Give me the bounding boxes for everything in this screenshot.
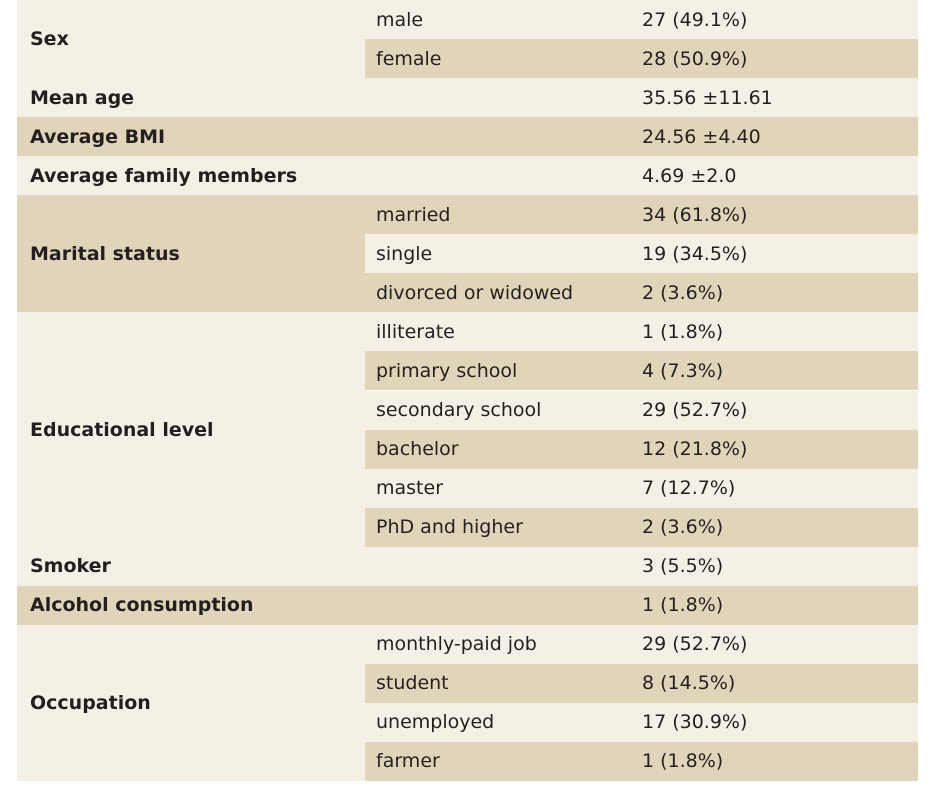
category-block: Educational level <box>17 312 365 547</box>
value-cell: 7 (12.7%) <box>642 477 736 500</box>
category-block: Sex <box>17 0 365 79</box>
value-cell: 17 (30.9%) <box>642 711 748 734</box>
value-cell: 4 (7.3%) <box>642 359 724 382</box>
subcategory-label: monthly-paid job <box>376 633 537 656</box>
category-block: Alcohol consumption <box>17 585 617 625</box>
category-block: Average family members <box>17 156 617 196</box>
subcategory-label: student <box>376 672 449 695</box>
value-cell: 35.56 ±11.61 <box>642 86 773 109</box>
category-label: Smoker <box>30 555 111 578</box>
subcategory-label: single <box>376 242 433 265</box>
value-cell: 34 (61.8%) <box>642 203 748 226</box>
category-label: Alcohol consumption <box>30 594 254 617</box>
subcategory-label: PhD and higher <box>376 516 523 539</box>
value-cell: 1 (1.8%) <box>642 750 724 773</box>
subcategory-label: master <box>376 477 444 500</box>
category-label: Mean age <box>30 86 135 109</box>
subcategory-label: divorced or widowed <box>376 281 574 304</box>
subcategory-label: bachelor <box>376 438 459 461</box>
value-cell: 8 (14.5%) <box>642 672 736 695</box>
subcategory-label: male <box>376 8 424 31</box>
value-cell: 1 (1.8%) <box>642 594 724 617</box>
category-label: Marital status <box>30 242 180 265</box>
subcategory-label: female <box>376 47 442 70</box>
subcategory-label: unemployed <box>376 711 495 734</box>
value-cell: 4.69 ±2.0 <box>642 164 737 187</box>
category-label: Sex <box>30 28 69 51</box>
value-cell: 29 (52.7%) <box>642 399 748 422</box>
value-cell: 27 (49.1%) <box>642 8 748 31</box>
category-block: Marital status <box>17 195 365 313</box>
demographics-table: male 27 (49.1%) female 28 (50.9%) Sex 35.56 ±… <box>17 0 918 781</box>
subcategory-label: married <box>376 203 451 226</box>
value-cell: 19 (34.5%) <box>642 242 748 265</box>
category-label: Average family members <box>30 164 298 187</box>
category-label: Occupation <box>30 691 151 714</box>
value-cell: 1 (1.8%) <box>642 320 724 343</box>
value-cell: 12 (21.8%) <box>642 438 748 461</box>
subcategory-label: farmer <box>376 750 440 773</box>
subcategory-label: illiterate <box>376 320 455 343</box>
value-cell: 2 (3.6%) <box>642 516 724 539</box>
category-block: Occupation <box>17 624 365 781</box>
subcategory-label: primary school <box>376 359 518 382</box>
subcategory-label: secondary school <box>376 399 542 422</box>
category-block: Average BMI <box>17 117 617 157</box>
category-label: Average BMI <box>30 125 166 148</box>
value-cell: 24.56 ±4.40 <box>642 125 761 148</box>
value-cell: 29 (52.7%) <box>642 633 748 656</box>
category-label: Educational level <box>30 418 214 441</box>
category-block: Mean age <box>17 78 617 118</box>
value-cell: 28 (50.9%) <box>642 47 748 70</box>
value-cell: 3 (5.5%) <box>642 555 724 578</box>
category-block: Smoker <box>17 546 617 586</box>
value-cell: 2 (3.6%) <box>642 281 724 304</box>
